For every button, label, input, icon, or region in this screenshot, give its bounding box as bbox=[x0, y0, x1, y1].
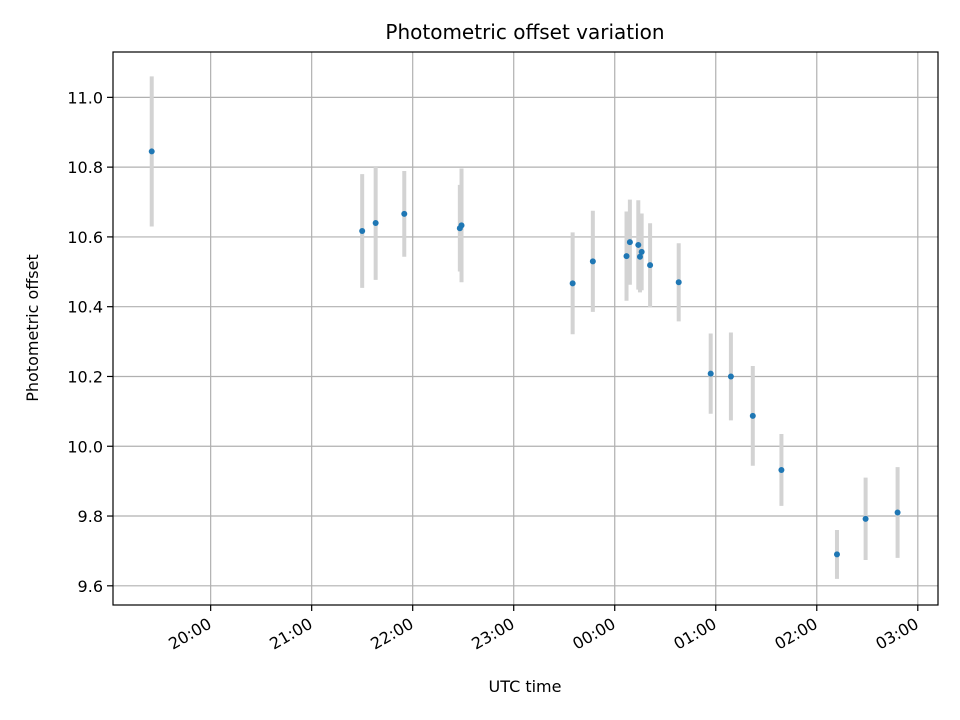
data-point bbox=[458, 222, 465, 229]
grid bbox=[113, 52, 938, 605]
y-axis-ticks: 9.6 9.8 10.0 10.2 10.4 10.6 10.8 11.0 bbox=[67, 88, 113, 596]
data-point bbox=[635, 241, 642, 248]
y-tick-label: 9.6 bbox=[78, 577, 103, 596]
data-point bbox=[749, 412, 756, 419]
y-axis-label: Photometric offset bbox=[23, 254, 42, 402]
data-point bbox=[647, 262, 654, 269]
y-tick-label: 9.8 bbox=[78, 507, 103, 526]
data-point bbox=[626, 239, 633, 246]
data-point bbox=[636, 253, 643, 260]
data-point bbox=[638, 248, 645, 255]
plot-frame bbox=[112, 51, 939, 606]
data-points bbox=[148, 148, 901, 558]
y-tick-label: 11.0 bbox=[67, 88, 103, 107]
data-point bbox=[401, 210, 408, 217]
y-tick-label: 10.4 bbox=[67, 298, 103, 317]
data-point bbox=[569, 280, 576, 287]
data-point bbox=[707, 370, 714, 377]
data-point bbox=[833, 551, 840, 558]
data-point bbox=[589, 258, 596, 265]
data-point bbox=[894, 509, 901, 516]
data-point bbox=[778, 466, 785, 473]
data-point bbox=[372, 219, 379, 226]
y-tick-label: 10.0 bbox=[67, 437, 103, 456]
data-point bbox=[862, 515, 869, 522]
chart-title: Photometric offset variation bbox=[385, 20, 664, 44]
data-point bbox=[727, 373, 734, 380]
data-point bbox=[675, 279, 682, 286]
y-tick-label: 10.8 bbox=[67, 158, 103, 177]
y-tick-label: 10.6 bbox=[67, 228, 103, 247]
x-axis-label: UTC time bbox=[489, 677, 562, 696]
y-tick-label: 10.2 bbox=[67, 367, 103, 386]
data-point bbox=[623, 253, 630, 260]
data-point bbox=[148, 148, 155, 155]
data-point bbox=[359, 227, 366, 234]
